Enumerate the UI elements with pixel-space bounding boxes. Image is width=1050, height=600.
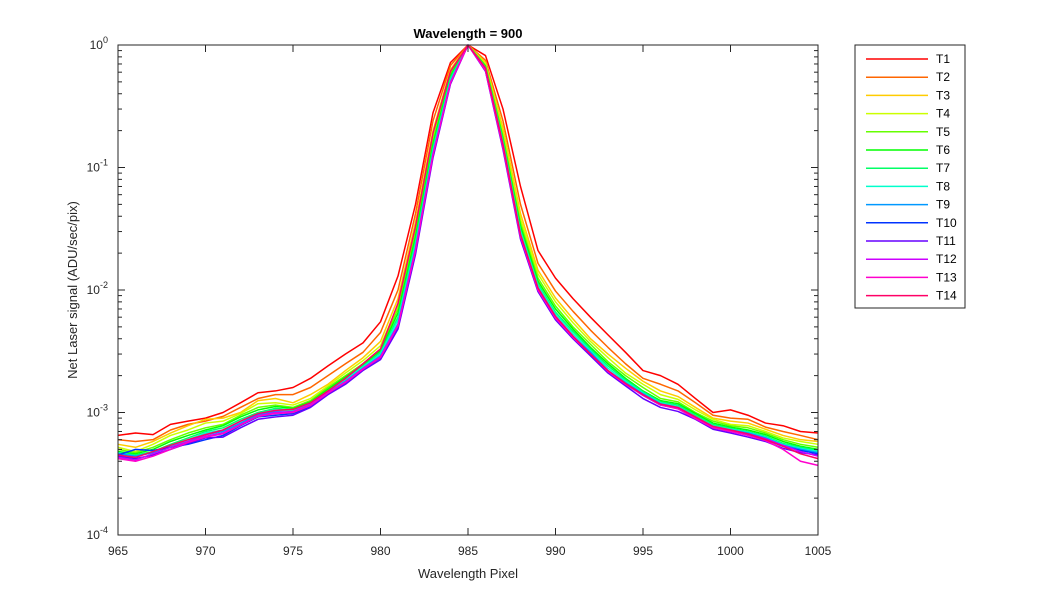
- legend-label-t12: T12: [936, 252, 957, 266]
- x-tick-label: 985: [458, 544, 478, 558]
- y-tick-exponent: -2: [100, 280, 108, 290]
- y-tick-label: 10-3: [87, 403, 108, 420]
- x-tick-label: 995: [633, 544, 653, 558]
- legend-items: T1 T2 T3 T4 T5 T6 T7 T8 T9 T10 T11 T12 T13 T14: [866, 52, 957, 303]
- x-axis-label: Wavelength Pixel: [418, 566, 518, 581]
- legend-label-t7: T7: [936, 161, 950, 175]
- x-tick-label: 970: [195, 544, 215, 558]
- plot-frame: [117, 44, 819, 536]
- legend-label-t3: T3: [936, 88, 950, 102]
- x-tick-label: 1000: [717, 544, 744, 558]
- y-tick-base: 10: [90, 38, 104, 52]
- y-tick-exponent: 0: [103, 35, 108, 45]
- legend-label-t14: T14: [936, 289, 957, 303]
- x-tick-label: 990: [545, 544, 565, 558]
- y-tick-label: 10-2: [87, 280, 108, 297]
- plot-area: [118, 45, 818, 535]
- y-tick-exponent: -1: [100, 158, 108, 168]
- y-tick-base: 10: [87, 283, 101, 297]
- legend-label-t10: T10: [936, 216, 957, 230]
- y-tick-base: 10: [87, 406, 101, 420]
- legend: T1 T2 T3 T4 T5 T6 T7 T8 T9 T10 T11 T12 T13 T14: [854, 44, 966, 309]
- legend-box: [854, 44, 966, 309]
- legend-label-t1: T1: [936, 52, 950, 66]
- ticks-group: 965 970 975 980 985 990 995 1000 100510-410-310-…: [87, 35, 832, 558]
- chart-title: Wavelength = 900: [414, 26, 523, 41]
- legend-label-t8: T8: [936, 179, 950, 193]
- legend-label-t5: T5: [936, 125, 950, 139]
- x-tick-label: 975: [283, 544, 303, 558]
- x-tick-label: 965: [108, 544, 128, 558]
- y-tick-label: 10-1: [87, 158, 108, 175]
- legend-label-t2: T2: [936, 70, 950, 84]
- legend-label-t4: T4: [936, 107, 950, 121]
- y-tick-base: 10: [87, 528, 101, 542]
- y-tick-exponent: -4: [100, 525, 108, 535]
- x-tick-label: 1005: [805, 544, 832, 558]
- y-axis-label: Net Laser signal (ADU/sec/pix): [65, 201, 80, 379]
- y-tick-label: 10-4: [87, 525, 108, 542]
- y-tick-exponent: -3: [100, 403, 108, 413]
- legend-label-t6: T6: [936, 143, 950, 157]
- y-tick-label: 100: [90, 35, 108, 52]
- x-tick-label: 980: [370, 544, 390, 558]
- legend-label-t11: T11: [936, 234, 956, 248]
- y-tick-base: 10: [87, 161, 101, 175]
- legend-label-t9: T9: [936, 198, 950, 212]
- legend-label-t13: T13: [936, 270, 957, 284]
